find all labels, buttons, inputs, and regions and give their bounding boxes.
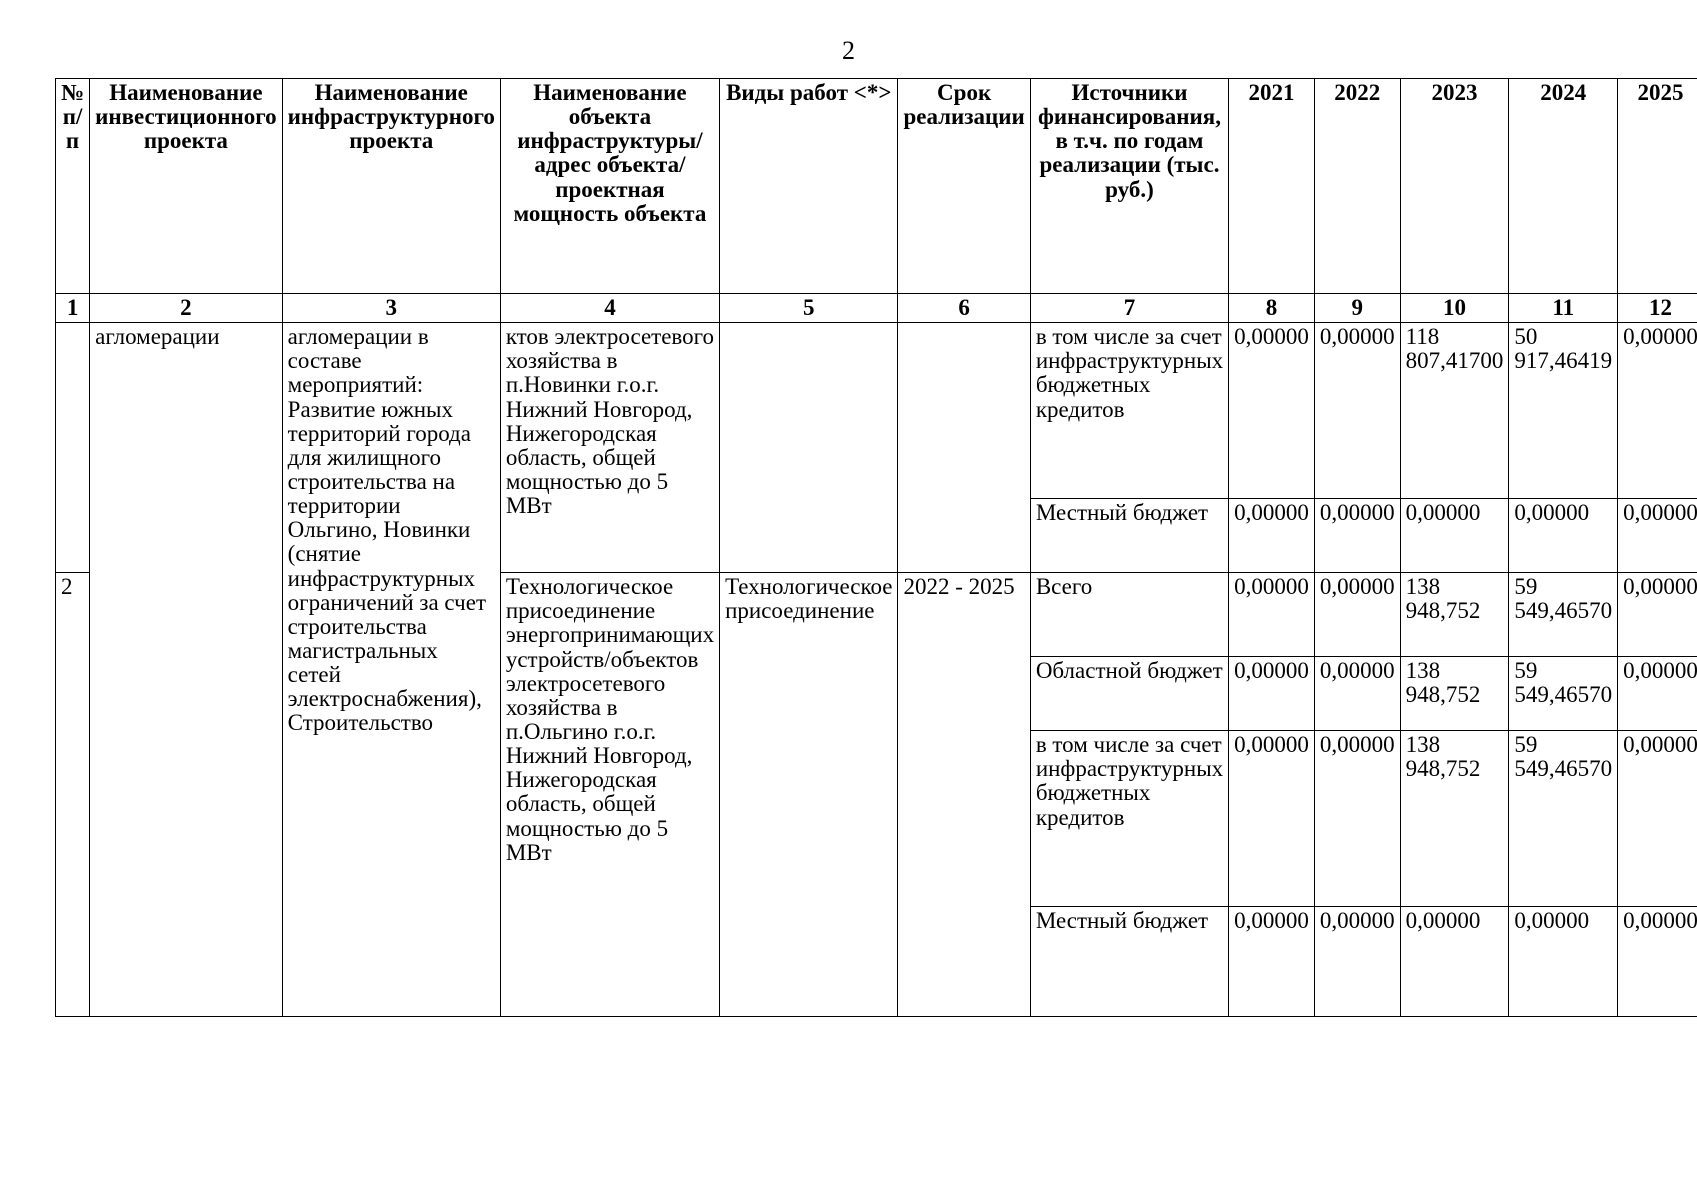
header-year-2023: 2023 <box>1399 78 1510 294</box>
cell-item2-work-types: Технологическое присоединение <box>719 572 899 1018</box>
cell-item1-period <box>897 322 1031 574</box>
row-item2-total: 2 Технологическое присоединение энергопр… <box>54 572 1697 1018</box>
header-num: № п/п <box>54 78 91 294</box>
value-cell: 0,00000 <box>1313 730 1401 908</box>
header-year-2021: 2021 <box>1228 78 1315 294</box>
value-cell: 0,00000 <box>1228 906 1315 1018</box>
header-row: № п/п Наименование инвестиционного проек… <box>54 78 1697 294</box>
value-cell: 0,00000 <box>1228 498 1315 574</box>
value-cell: 0,00000 <box>1508 498 1619 574</box>
colnum-11: 11 <box>1508 292 1619 324</box>
value-cell: 0,00000 <box>1617 572 1697 658</box>
colnum-5: 5 <box>719 292 899 324</box>
header-object-name: Наименование объекта инфраструктуры/адре… <box>499 78 721 294</box>
colnum-1: 1 <box>54 292 91 324</box>
funding-source-label: Местный бюджет <box>1029 906 1230 1018</box>
header-funding-sources: Источники финансирования, в т.ч. по года… <box>1029 78 1230 294</box>
page-number: 2 <box>842 36 855 65</box>
colnum-12: 12 <box>1617 292 1697 324</box>
header-infrastructure-project: Наименование инфраструктурного проекта <box>281 78 501 294</box>
cell-item1-object-name: ктов электросетевого хозяйства в п.Новин… <box>499 322 721 574</box>
value-cell: 138 948,752 <box>1399 572 1510 658</box>
funding-source-label: Всего <box>1029 572 1230 658</box>
row-item2-infra-credits: в том числе за счет инфраструктурных бюд… <box>56 730 1697 908</box>
row-item1-infra-credits: агломерации агломерации в составе меропр… <box>54 322 1697 1018</box>
value-cell: 59 549,46570 <box>1508 572 1619 658</box>
value-cell: 50 917,46419 <box>1508 322 1619 500</box>
cell-item1-investment-project: агломерации <box>89 322 283 1018</box>
funding-source-label: в том числе за счет инфраструктурных бюд… <box>1029 322 1230 500</box>
cell-item1-infrastructure-project: агломерации в составе мероприятий: Разви… <box>281 322 501 1018</box>
value-cell: 0,00000 <box>1399 498 1510 574</box>
header-year-2022: 2022 <box>1313 78 1401 294</box>
cell-item1-num <box>54 322 91 574</box>
header-year-2024: 2024 <box>1508 78 1619 294</box>
header-year-2025: 2025 <box>1617 78 1697 294</box>
value-cell: 118 807,41700 <box>1399 322 1510 500</box>
colnum-9: 9 <box>1313 292 1401 324</box>
colnum-8: 8 <box>1228 292 1315 324</box>
colnum-6: 6 <box>897 292 1031 324</box>
row-item2-local-budget: Местный бюджет 0,00000 0,00000 0,00000 0… <box>56 906 1697 1018</box>
value-cell: 0,00000 <box>1508 906 1619 1018</box>
cell-item1-work-types <box>719 322 899 574</box>
column-numbers-row: 1 2 3 4 5 6 7 8 9 10 11 12 13 14 15 <box>54 292 1697 324</box>
value-cell: 0,00000 <box>1617 656 1697 732</box>
value-cell: 59 549,46570 <box>1508 730 1619 908</box>
colnum-10: 10 <box>1399 292 1510 324</box>
value-cell: 0,00000 <box>1313 906 1401 1018</box>
value-cell: 0,00000 <box>1313 572 1401 658</box>
value-cell: 0,00000 <box>1617 906 1697 1018</box>
value-cell: 0,00000 <box>1617 322 1697 500</box>
value-cell: 0,00000 <box>1313 498 1401 574</box>
funding-source-label: Областной бюджет <box>1029 656 1230 732</box>
value-cell: 0,00000 <box>1228 730 1315 908</box>
value-cell: 0,00000 <box>1617 730 1697 908</box>
cell-item2-object-name: Технологическое присоединение энергоприн… <box>499 572 721 1018</box>
header-work-types: Виды работ <*> <box>719 78 899 294</box>
investment-projects-table: № п/п Наименование инвестиционного проек… <box>54 78 1697 1018</box>
funding-source-label: Местный бюджет <box>1029 498 1230 574</box>
value-cell: 0,00000 <box>1228 572 1315 658</box>
value-cell: 0,00000 <box>1313 322 1401 500</box>
header-period: Срок реализации <box>897 78 1031 294</box>
funding-source-label: в том числе за счет инфраструктурных бюд… <box>1029 730 1230 908</box>
colnum-7: 7 <box>1029 292 1230 324</box>
value-cell: 0,00000 <box>1228 656 1315 732</box>
colnum-2: 2 <box>89 292 283 324</box>
cell-item2-period: 2022 - 2025 <box>897 572 1031 1018</box>
header-investment-project: Наименование инвестиционного проекта <box>89 78 283 294</box>
value-cell: 138 948,752 <box>1399 730 1510 908</box>
value-cell: 138 948,752 <box>1399 656 1510 732</box>
value-cell: 0,00000 <box>1313 656 1401 732</box>
value-cell: 0,00000 <box>1399 906 1510 1018</box>
value-cell: 0,00000 <box>1228 322 1315 500</box>
value-cell: 59 549,46570 <box>1508 656 1619 732</box>
value-cell: 0,00000 <box>1617 498 1697 574</box>
colnum-3: 3 <box>281 292 501 324</box>
colnum-4: 4 <box>499 292 721 324</box>
cell-item2-num: 2 <box>54 572 91 1018</box>
